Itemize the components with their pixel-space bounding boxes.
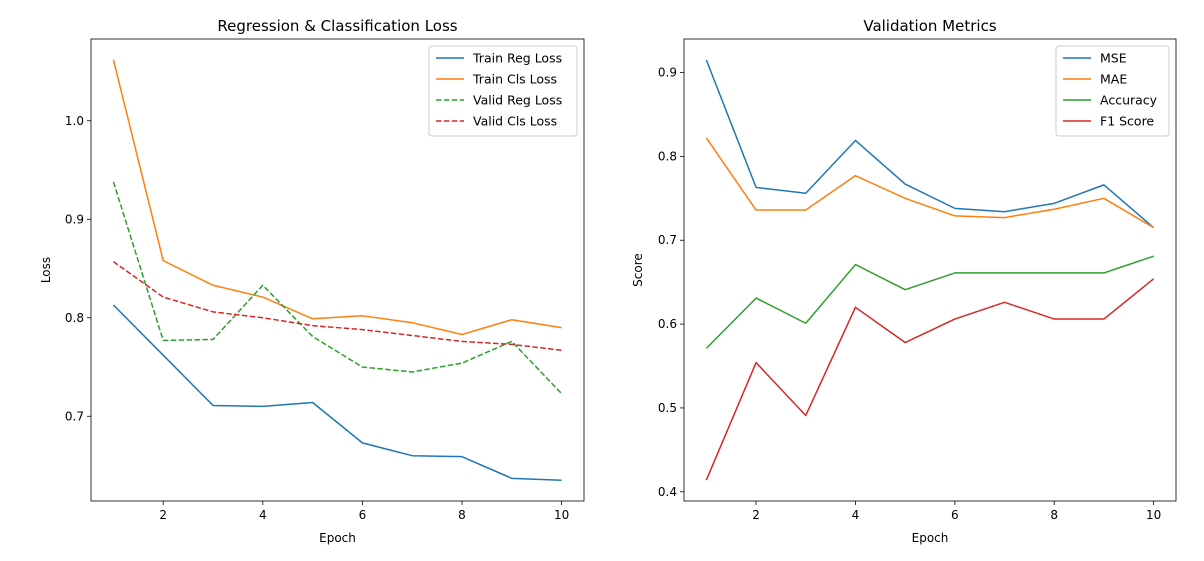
loss-y-tick-label: 0.7 [65,409,84,423]
loss-legend: Train Reg Loss Train Cls Loss Valid Reg Lo… [428,45,578,137]
loss-series-line-valid-reg-loss [112,181,563,395]
metrics-x-tick-label: 10 [1146,508,1161,522]
loss-legend-label: Train Cls Loss [472,72,557,87]
loss-legend-label: Train Reg Loss [472,51,562,66]
metrics-axes-frame [683,38,1177,502]
metrics-chart-title: Validation Metrics [863,17,996,35]
metrics-legend-label: MSE [1100,51,1127,66]
loss-x-tick-label: 10 [554,508,569,522]
metrics-x-tick-label: 8 [1050,508,1058,522]
metrics-legend-label: Accuracy [1100,93,1158,108]
loss-legend-label: Valid Cls Loss [473,114,557,129]
loss-x-tick-label: 4 [259,508,267,522]
metrics-x-tick-label: 4 [852,508,860,522]
loss-chart-title: Regression & Classification Loss [217,17,457,35]
metrics-y-tick-label: 0.6 [658,317,677,331]
metrics-series-line-mse [705,59,1155,229]
loss-y-tick-label: 1.0 [65,114,84,128]
metrics-series-line-mae [705,137,1155,229]
loss-x-tick-label: 8 [458,508,466,522]
metrics-legend-box [1055,45,1170,137]
metrics-series-line-f1-score [705,278,1155,481]
loss-legend-label: Valid Reg Loss [473,93,562,108]
metrics-x-tick-label: 6 [951,508,959,522]
metrics-legend-label: MAE [1100,72,1127,87]
metrics-series-line-accuracy [705,255,1154,349]
metrics-y-tick-label: 0.5 [658,401,677,415]
metrics-y-tick-label: 0.7 [658,233,677,247]
loss-series-line-train-cls-loss [112,59,562,336]
metrics-legend-label: F1 Score [1100,114,1154,129]
loss-y-axis-label: Loss [39,257,53,283]
metrics-y-tick-label: 0.9 [658,66,677,80]
metrics-x-axis-label: Epoch [912,531,949,545]
loss-x-tick-label: 6 [359,508,367,522]
metrics-panel: 2 4 6 8 10 0.4 0.5 0.6 0.7 0.8 0.9 Validation Metri… [631,17,1177,545]
loss-legend-box [428,45,578,137]
loss-panel: 2 4 6 8 10 0.7 0.8 0.9 1.0 Regression & Classific… [39,17,585,545]
loss-x-tick-label: 2 [159,508,167,522]
metrics-y-axis-label: Score [631,253,645,287]
metrics-y-tick-label: 0.4 [658,485,677,499]
loss-series-line-train-reg-loss [112,304,562,482]
metrics-y-tick-label: 0.8 [658,149,677,163]
metrics-legend: MSE MAE Accuracy F1 Score [1055,45,1170,137]
loss-y-tick-label: 0.9 [65,212,84,226]
metrics-x-tick-label: 2 [752,508,760,522]
loss-y-tick-label: 0.8 [65,311,84,325]
loss-axes-frame [90,38,585,502]
loss-x-axis-label: Epoch [319,531,356,545]
loss-series-line-valid-cls-loss [112,261,562,352]
